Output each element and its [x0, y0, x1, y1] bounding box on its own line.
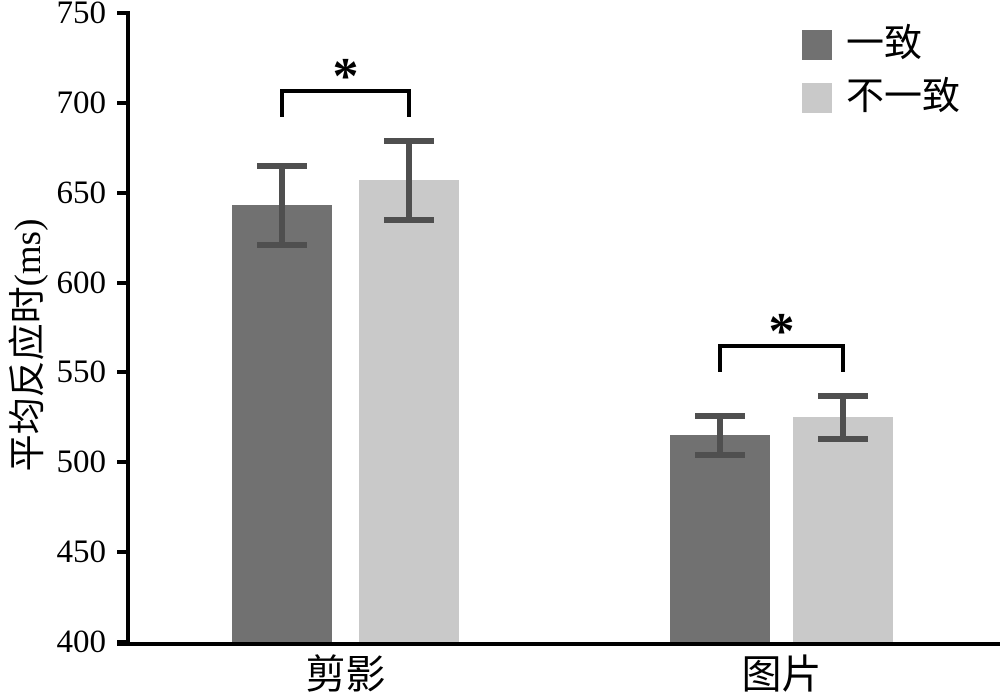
error-bar-cap-bottom: [257, 241, 307, 248]
y-axis-tick: [117, 460, 128, 465]
y-axis-tick: [117, 280, 128, 285]
error-bar-stem: [279, 165, 285, 245]
bar-图片-一致: [670, 435, 770, 642]
bar-剪影-不一致: [359, 180, 459, 642]
legend-label: 不一致: [846, 75, 961, 118]
error-bar-stem: [840, 395, 846, 439]
error-bar-cap-bottom: [384, 216, 434, 223]
error-bar-cap-top: [695, 412, 745, 419]
legend-label: 一致: [846, 23, 923, 65]
y-tick-label: 550: [56, 354, 107, 391]
error-bar-cap-bottom: [695, 452, 745, 459]
y-tick-label: 600: [56, 264, 107, 301]
error-bar-cap-top: [818, 392, 868, 399]
significance-bracket: [280, 88, 411, 117]
bar-剪影-一致: [232, 205, 332, 642]
legend-item: 一致: [802, 23, 960, 65]
y-tick-label: 650: [56, 174, 107, 211]
y-axis-tick: [117, 11, 128, 15]
legend-swatch: [802, 29, 832, 60]
error-bar-stem: [717, 415, 723, 456]
x-axis-line: [117, 642, 1000, 646]
bar-图片-不一致: [793, 417, 893, 642]
y-axis-line: [126, 11, 130, 646]
significance-star: *: [768, 302, 795, 360]
y-tick-label: 400: [56, 624, 107, 660]
error-bar-stem: [406, 140, 412, 220]
y-tick-label: 500: [56, 444, 107, 481]
y-axis-tick: [117, 550, 128, 555]
x-category-label: 剪影: [305, 652, 386, 697]
y-tick-label: 750: [56, 0, 107, 31]
error-bar-cap-top: [384, 137, 434, 144]
legend: 一致 不一致: [802, 23, 961, 131]
y-axis-tick: [117, 100, 128, 105]
error-bar-cap-top: [257, 162, 307, 169]
y-axis-tick: [117, 370, 128, 375]
y-axis-tick: [117, 190, 128, 195]
y-tick-label: 700: [56, 84, 107, 121]
significance-bracket: [718, 343, 845, 372]
legend-swatch: [802, 82, 832, 113]
legend-item: 不一致: [802, 75, 961, 118]
y-tick-label: 450: [56, 534, 107, 571]
significance-star: *: [332, 47, 359, 105]
x-category-label: 图片: [741, 652, 822, 697]
error-bar-cap-bottom: [818, 435, 868, 442]
